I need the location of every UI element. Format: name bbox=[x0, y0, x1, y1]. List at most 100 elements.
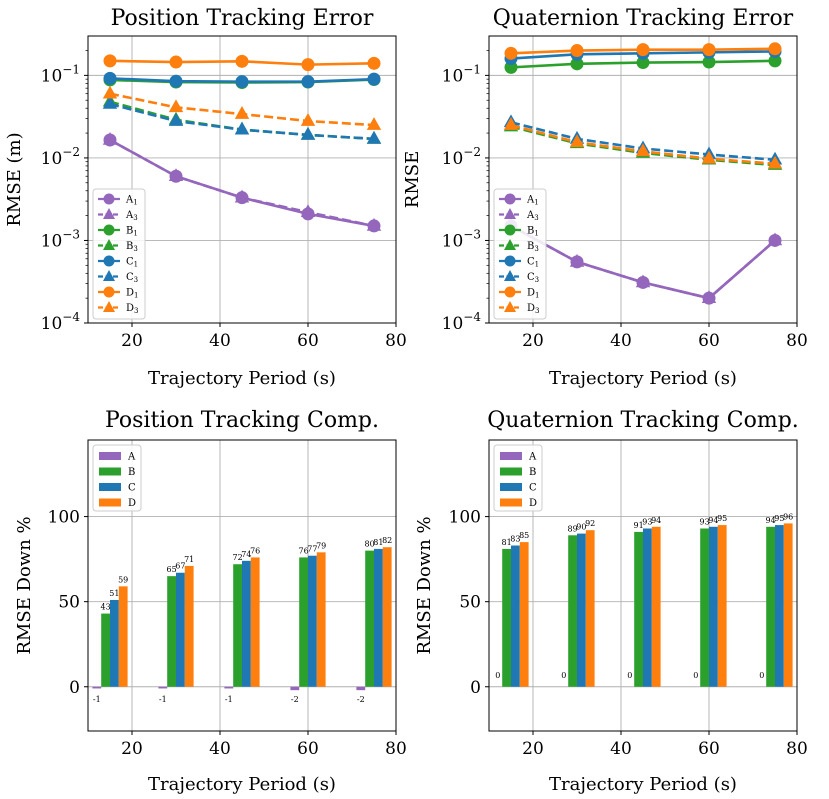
legend-label-B3: B3 bbox=[126, 241, 138, 253]
y-tick-exponent: −4 bbox=[62, 310, 80, 324]
bar-label-D: 79 bbox=[316, 541, 326, 550]
bar-B bbox=[634, 531, 643, 687]
x-tick-label: 40 bbox=[610, 739, 632, 759]
data-point-D3 bbox=[168, 99, 184, 113]
legend-subscript: 1 bbox=[534, 199, 538, 207]
legend-name: C bbox=[126, 257, 134, 268]
bar-label-B: 72 bbox=[233, 553, 243, 562]
legend-marker-A1 bbox=[103, 193, 115, 205]
x-axis-label: Trajectory Period (s) bbox=[549, 368, 737, 389]
legend-subscript: 1 bbox=[535, 292, 539, 300]
legend-label-B: B bbox=[529, 467, 536, 478]
bar-label-A: -2 bbox=[291, 695, 299, 704]
plot-area bbox=[503, 42, 783, 305]
y-tick-label: 10−3 bbox=[41, 227, 80, 251]
data-point-A3 bbox=[767, 232, 783, 246]
subplot-quat-comp: Quaternion Tracking Comp. Trajectory Peri… bbox=[414, 408, 808, 795]
legend-name: B bbox=[126, 241, 133, 252]
y-tick-exponent: −3 bbox=[62, 227, 80, 241]
bar-D bbox=[316, 552, 326, 687]
bar-D bbox=[382, 547, 392, 687]
bar-C bbox=[775, 525, 784, 687]
legend-box bbox=[493, 444, 543, 512]
legend-swatch-B bbox=[500, 467, 522, 476]
subplot-pos-comp: Position Tracking Comp. Trajectory Period… bbox=[14, 408, 407, 795]
legend-marker-C1 bbox=[504, 255, 516, 267]
plot-area bbox=[502, 523, 793, 687]
series-line-A1 bbox=[109, 138, 375, 228]
bar-label-C: 51 bbox=[109, 589, 119, 598]
legend-subscript: 1 bbox=[134, 292, 138, 300]
bar-label-A: -2 bbox=[357, 695, 365, 704]
bar-B bbox=[233, 564, 242, 687]
legend-subscript: 3 bbox=[534, 245, 538, 253]
axes-frame bbox=[488, 35, 798, 324]
legend-swatch-D bbox=[99, 498, 121, 507]
x-tick-label: 80 bbox=[385, 331, 407, 351]
legend-subscript: 3 bbox=[535, 276, 539, 284]
y-axis-label: RMSE Down % bbox=[14, 516, 35, 654]
y-tick-exponent: −3 bbox=[463, 227, 481, 241]
bar-C bbox=[511, 545, 520, 687]
legend-subscript: 1 bbox=[534, 230, 538, 238]
legend-label-D: D bbox=[529, 498, 537, 509]
y-tick-base: 10 bbox=[41, 231, 63, 251]
y-tick-base: 10 bbox=[442, 149, 464, 169]
data-point-B1 bbox=[768, 54, 782, 68]
legend-name: C bbox=[527, 257, 535, 268]
legend-name: C bbox=[527, 272, 535, 283]
bar-label-D: 92 bbox=[585, 519, 595, 528]
bar-A bbox=[224, 686, 234, 689]
x-tick-label: 80 bbox=[385, 739, 407, 759]
legend-marker-B1 bbox=[504, 224, 516, 236]
y-tick-label: 10−3 bbox=[442, 227, 481, 251]
legend-label-A3: A3 bbox=[526, 210, 539, 222]
data-point-A3 bbox=[569, 253, 585, 267]
legend-marker-C1 bbox=[103, 255, 115, 267]
bar-D bbox=[118, 586, 128, 687]
legend-label-C3: C3 bbox=[126, 272, 138, 284]
data-point-D3 bbox=[767, 155, 783, 169]
bar-label-A: 0 bbox=[627, 671, 632, 680]
legend-subscript: 3 bbox=[535, 307, 539, 315]
data-point-D3 bbox=[701, 150, 717, 164]
data-point-D1 bbox=[301, 58, 315, 72]
x-tick-label: 60 bbox=[297, 739, 319, 759]
legend-name: A bbox=[526, 195, 535, 206]
y-tick-base: 10 bbox=[442, 231, 464, 251]
legend-label-B1: B1 bbox=[527, 226, 539, 238]
data-point-D1 bbox=[702, 43, 716, 57]
bar-C bbox=[110, 599, 119, 687]
y-tick-base: 10 bbox=[442, 66, 464, 86]
data-point-D1 bbox=[235, 54, 249, 68]
data-point-A3 bbox=[701, 290, 717, 303]
legend-marker-A1 bbox=[504, 193, 516, 205]
legend-swatch-C bbox=[500, 483, 522, 491]
legend-box bbox=[92, 444, 142, 512]
legend-name: C bbox=[126, 272, 134, 283]
legend-name: D bbox=[527, 288, 535, 299]
bar-B bbox=[101, 613, 110, 687]
legend-subscript: 1 bbox=[535, 261, 539, 269]
legend-swatch-B bbox=[99, 467, 121, 476]
y-tick-label: 10−2 bbox=[442, 145, 481, 169]
y-tick-label: 10−1 bbox=[41, 62, 80, 86]
data-point-C3 bbox=[300, 126, 316, 140]
legend-marker-C3 bbox=[103, 270, 115, 281]
bar-label-A: -1 bbox=[225, 695, 233, 704]
legend-name: B bbox=[527, 241, 534, 252]
legend-label-D1: D1 bbox=[126, 288, 139, 300]
legend-label-C1: C1 bbox=[527, 257, 539, 269]
y-axis-label: RMSE (m) bbox=[4, 132, 25, 226]
bar-D bbox=[651, 526, 661, 687]
data-point-A3 bbox=[102, 131, 118, 145]
data-point-A3 bbox=[168, 168, 184, 182]
bar-label-C: 67 bbox=[175, 562, 185, 571]
y-tick-base: 10 bbox=[41, 314, 63, 334]
y-tick-exponent: −1 bbox=[62, 62, 80, 76]
legend-marker-D1 bbox=[504, 286, 516, 298]
data-point-C3 bbox=[366, 130, 382, 144]
legend-label-A: A bbox=[528, 452, 537, 463]
bar-label-C: 83 bbox=[510, 535, 520, 544]
y-tick-exponent: −1 bbox=[463, 62, 481, 76]
